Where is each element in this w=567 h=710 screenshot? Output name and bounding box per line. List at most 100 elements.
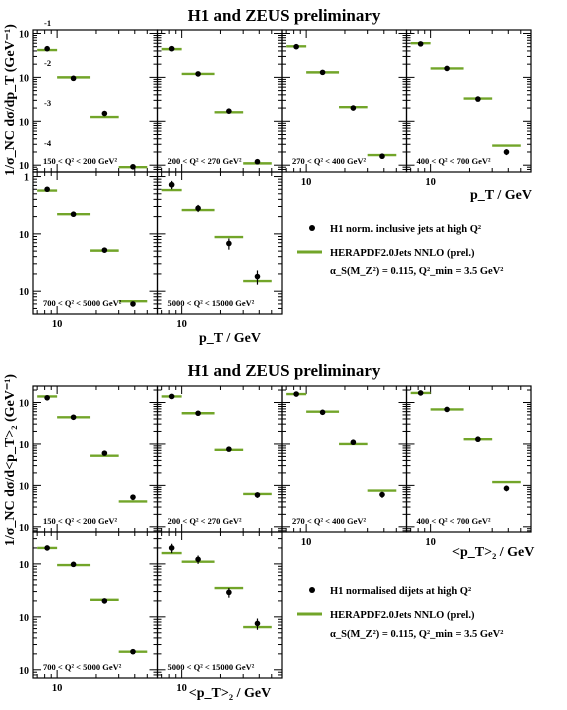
- data-point: [475, 96, 481, 102]
- legend-data-label: H1 norm. inclusive jets at high Q²: [330, 224, 481, 235]
- data-point: [101, 450, 108, 456]
- legend-params-label: α_S(M_Z²) = 0.115, Q²_min = 3.5 GeV²: [330, 266, 503, 277]
- y-exponent: -4: [44, 138, 52, 148]
- data-point: [475, 436, 481, 443]
- data-point: [130, 648, 136, 655]
- data-point: [503, 149, 510, 155]
- y-tick-label: 10: [19, 560, 29, 571]
- legend-params-label: α_S(M_Z²) = 0.115, Q²_min = 3.5 GeV²: [330, 629, 503, 640]
- top-x-axis-title-bottom: p_T / GeV: [199, 331, 261, 346]
- data-point: [44, 394, 50, 401]
- bottom-chart-title: H1 and ZEUS preliminary: [188, 361, 381, 380]
- x-tick-label: 10: [301, 537, 312, 548]
- y-tick-label: 10: [19, 481, 29, 492]
- panel-frame: [156, 29, 283, 173]
- q2-range-label: 200 < Q² < 270 GeV²: [168, 516, 242, 526]
- data-point: [319, 409, 326, 416]
- panel-frame: [281, 385, 408, 533]
- panel-3: 400 < Q² < 700 GeV²: [405, 29, 532, 173]
- data-point: [101, 598, 108, 604]
- y-exponent: -2: [44, 58, 51, 68]
- panel-frame: [156, 531, 283, 679]
- data-point: [379, 491, 385, 498]
- data-point: [417, 390, 424, 396]
- panel-frame: [156, 171, 283, 315]
- panel-4: 700 < Q² < 5000 GeV²: [32, 171, 159, 315]
- q2-range-label: 5000 < Q² < 15000 GeV²: [168, 298, 255, 308]
- panel-0: 150 < Q² < 200 GeV²: [32, 385, 159, 533]
- panel-4: 700 < Q² < 5000 GeV²: [32, 531, 159, 679]
- panel-5: 5000 < Q² < 15000 GeV²: [156, 531, 283, 679]
- y-tick-label: 10: [19, 398, 29, 409]
- data-point: [195, 410, 201, 417]
- x-tick-label: 10: [52, 319, 63, 330]
- bottom-x-axis-title-right: <p_T>₂ / GeV: [452, 545, 534, 560]
- legend-theory-label: HERAPDF2.0Jets NNLO (prel.): [330, 248, 475, 259]
- data-point: [168, 45, 175, 52]
- x-tick-label: 10: [301, 177, 312, 188]
- data-point: [70, 561, 77, 568]
- y-exponent: -1: [44, 18, 51, 28]
- data-point: [130, 301, 136, 307]
- q2-range-label: 270 < Q² < 400 GeV²: [292, 516, 366, 526]
- data-point: [195, 71, 201, 77]
- data-point: [254, 158, 261, 165]
- y-tick-label: 10: [19, 523, 29, 534]
- data-point: [168, 181, 175, 188]
- data-point: [101, 110, 108, 117]
- panel-frame: [32, 385, 159, 533]
- legend-data-label: H1 normalised dijets at high Q²: [330, 586, 471, 597]
- data-point: [226, 446, 232, 452]
- q2-range-label: 400 < Q² < 700 GeV²: [417, 156, 491, 166]
- data-point: [350, 105, 357, 111]
- panel-frame: [405, 385, 532, 533]
- data-point: [254, 620, 261, 627]
- y-tick-label: 10: [19, 287, 29, 298]
- data-point: [226, 240, 232, 247]
- y-tick-label: 10: [19, 440, 29, 451]
- data-point: [226, 589, 232, 596]
- panel-frame: [32, 29, 159, 173]
- bottom-x-axis-title-bottom: <p_T>₂ / GeV: [189, 686, 271, 701]
- panel-0: 150 < Q² < 200 GeV²: [32, 29, 159, 173]
- bottom-y-axis-title: 1/σ_NC dσ/d<p_T>₂ (GeV⁻¹): [3, 374, 18, 547]
- x-tick-label: 10: [176, 319, 187, 330]
- x-tick-label: 10: [425, 537, 436, 548]
- q2-range-label: 150 < Q² < 200 GeV²: [43, 156, 117, 166]
- panel-frame: [32, 531, 159, 679]
- data-point: [195, 205, 201, 212]
- data-point: [168, 393, 175, 400]
- y-tick-label: 1: [24, 173, 29, 184]
- panel-frame: [405, 29, 532, 173]
- panel-frame: [156, 385, 283, 533]
- q2-range-label: 200 < Q² < 270 GeV²: [168, 156, 242, 166]
- legend-data-marker: [309, 587, 315, 593]
- data-point: [417, 41, 424, 47]
- q2-range-label: 270 < Q² < 400 GeV²: [292, 156, 366, 166]
- x-tick-label: 10: [176, 683, 187, 694]
- top-x-axis-title-right: p_T / GeV: [470, 188, 532, 203]
- data-point: [130, 494, 136, 500]
- y-tick-label: 10: [19, 29, 29, 40]
- q2-range-label: 700 < Q² < 5000 GeV²: [43, 662, 122, 672]
- q2-range-label: 5000 < Q² < 15000 GeV²: [168, 662, 255, 672]
- top-chart-title: H1 and ZEUS preliminary: [188, 6, 381, 25]
- data-point: [444, 406, 450, 413]
- data-point: [350, 439, 357, 446]
- panel-frame: [281, 29, 408, 173]
- data-point: [444, 65, 450, 72]
- data-point: [226, 108, 232, 114]
- q2-range-label: 150 < Q² < 200 GeV²: [43, 516, 117, 526]
- data-point: [44, 545, 50, 551]
- bottom-chart: 150 < Q² < 200 GeV² 10 10 10 10 200 < Q² < 27…: [3, 374, 534, 701]
- x-tick-label: 10: [425, 177, 436, 188]
- y-tick-label: 10: [19, 666, 29, 677]
- data-point: [293, 391, 299, 397]
- q2-range-label: 400 < Q² < 700 GeV²: [417, 516, 491, 526]
- panel-1: 200 < Q² < 270 GeV²: [156, 385, 283, 533]
- legend-theory-label: HERAPDF2.0Jets NNLO (prel.): [330, 610, 475, 621]
- data-point: [195, 556, 201, 563]
- q2-range-label: 700 < Q² < 5000 GeV²: [43, 298, 122, 308]
- data-point: [70, 211, 77, 218]
- legend-data-marker: [309, 225, 315, 231]
